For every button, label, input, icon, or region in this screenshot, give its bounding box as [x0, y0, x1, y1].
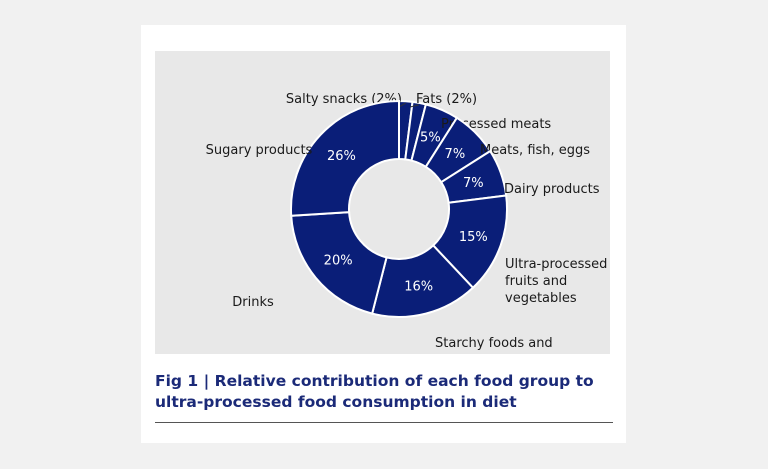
chart-area: Salty snacks (2%) Fats (2%) 5% Processed me… [155, 51, 610, 354]
slice-category-label: Sugary products [206, 143, 313, 158]
slice-category-label: Dairy products [504, 182, 600, 197]
donut-chart: Salty snacks (2%) Fats (2%)5%Processed me… [206, 92, 608, 354]
slice-drinks [290, 211, 388, 315]
caption-separator: | [203, 372, 210, 390]
figure-card: Salty snacks (2%) Fats (2%) 5% Processed me… [141, 25, 626, 443]
label-line: Meats, fish, eggs [480, 143, 590, 158]
label-line: Ultra-processed [505, 257, 607, 272]
caption-title: Relative contribution of each food group… [155, 372, 594, 411]
slice-pct-label: 20% [324, 253, 353, 268]
slice-pct-label: 26% [327, 149, 356, 164]
slice-pct-label: 16% [404, 280, 433, 295]
label-line: Dairy products [504, 182, 600, 197]
slice-category-label: Fats (2%) [416, 92, 477, 107]
slice-category-label: Ultra-processed fruits and vegetables [505, 257, 607, 306]
caption-divider [155, 422, 613, 423]
slice-pct-label: 5% [420, 130, 441, 145]
slice-sugary-products [290, 99, 400, 217]
slice-pct-label: 7% [445, 147, 466, 162]
leader-line [398, 102, 406, 108]
slice-category-label: Meats, fish, eggs [480, 143, 590, 158]
slice-pct-label: 7% [463, 176, 484, 191]
leader-line [409, 104, 419, 108]
label-line: Sugary products [206, 143, 313, 158]
label-line: fruits and [505, 274, 567, 289]
label-line: Starchy foods and [435, 336, 553, 351]
slice-pct-label: 15% [459, 230, 488, 245]
label-line: Drinks [232, 295, 274, 310]
slice-category-label: Drinks [232, 295, 274, 310]
label-line: vegetables [505, 291, 577, 306]
label-line: Fats (2%) [416, 92, 477, 107]
label-line: breakfast cereals [435, 353, 547, 354]
slice-category-label: Starchy foods and breakfast cereals [435, 336, 553, 354]
caption-prefix: Fig 1 [155, 372, 199, 390]
figure-caption: Fig 1 | Relative contribution of each fo… [155, 371, 613, 413]
